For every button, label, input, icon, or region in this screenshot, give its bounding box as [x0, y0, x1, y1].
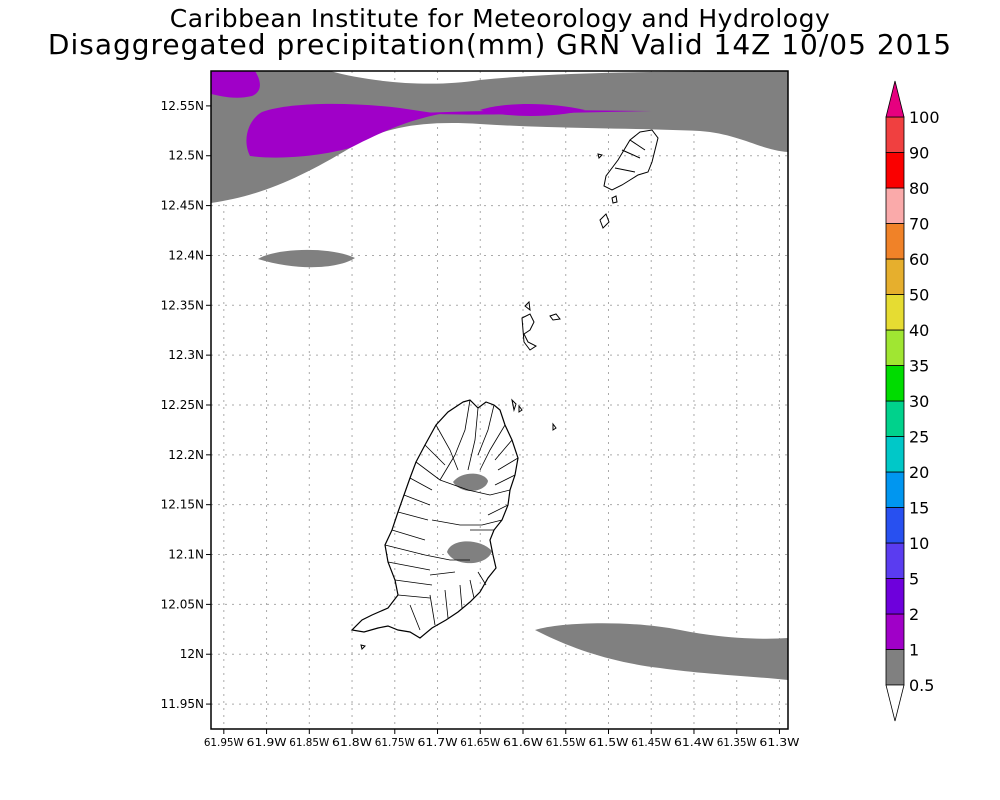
legend-label: 1: [909, 641, 919, 660]
precip-purple-west: [246, 103, 440, 158]
watershed-lines: [384, 399, 519, 631]
lat-label: 12.5N: [168, 149, 204, 163]
legend-label: 15: [909, 499, 929, 518]
legend-swatch: [885, 294, 905, 331]
precip-blob-inland-1: [453, 473, 488, 491]
islet-3: [549, 313, 561, 321]
lat-label: 12.35N: [161, 298, 204, 312]
lon-label: 61.8W: [332, 736, 372, 749]
lat-label: 12.2N: [168, 448, 204, 462]
islet-8: [360, 644, 366, 650]
legend-label: 70: [909, 215, 929, 234]
islet-2: [521, 313, 537, 351]
legend-swatch: [885, 436, 905, 473]
legend-swatch: [885, 471, 905, 508]
legend-label: 100: [909, 108, 940, 127]
lon-label: 61.85W: [289, 736, 329, 749]
legend-swatch: [885, 116, 905, 153]
islet-1: [611, 195, 618, 204]
islet-7: [552, 422, 557, 431]
carriacou: [603, 129, 659, 191]
legend-label: 20: [909, 463, 929, 482]
legend-swatch: [885, 507, 905, 544]
lat-label: 12.25N: [161, 398, 204, 412]
legend-label: 60: [909, 250, 929, 269]
legend-swatch: [885, 187, 905, 224]
lat-label: 12.45N: [161, 199, 204, 213]
lon-label: 61.6W: [503, 736, 543, 749]
islet-4: [524, 300, 531, 312]
lon-label: 61.5W: [588, 736, 628, 749]
precip-band-southeast: [535, 623, 788, 680]
legend-label: 35: [909, 357, 929, 376]
lon-label: 61.55W: [546, 736, 586, 749]
legend-label: 0.5: [909, 676, 934, 695]
precip-band-north: [211, 71, 788, 203]
lat-label: 12.05N: [161, 597, 204, 611]
islet-6: [518, 404, 523, 413]
lat-label: 12.4N: [168, 248, 204, 262]
lon-label: 61.65W: [460, 736, 500, 749]
map-grid: [211, 71, 788, 729]
legend-swatch: [885, 258, 905, 295]
precip-blob-west: [258, 249, 355, 268]
lon-label: 61.45W: [631, 736, 671, 749]
legend-label: 5: [909, 570, 919, 589]
lat-label: 11.95N: [161, 697, 204, 711]
legend-swatch: [885, 329, 905, 366]
lat-label: 12.15N: [161, 498, 204, 512]
lon-label: 61.95W: [204, 736, 244, 749]
petite-martinique: [599, 213, 610, 229]
islet-9: [597, 153, 603, 159]
product-title: Disaggregated precipitation(mm) GRN Vali…: [47, 28, 953, 61]
precip-blob-inland-2: [447, 541, 492, 564]
grenada-island: [350, 399, 519, 639]
latitude-labels: 12.55N 12.5N 12.45N 12.4N 12.35N 12.3N 12.25N 1…: [161, 99, 211, 711]
legend-label: 40: [909, 321, 929, 340]
longitude-labels: 61.95W 61.9W 61.85W 61.8W 61.75W 61.7W 61.65W 6…: [204, 729, 800, 749]
legend-label: 90: [909, 144, 929, 163]
legend-swatch: [885, 152, 905, 189]
legend-swatch: [885, 613, 905, 650]
legend-swatch: [885, 542, 905, 579]
legend-swatch: [885, 400, 905, 437]
lat-label: 12.1N: [168, 548, 204, 562]
legend-label: 50: [909, 286, 929, 305]
lon-label: 61.35W: [717, 736, 757, 749]
precip-purple-corner: [211, 71, 260, 98]
institute-title: Caribbean Institute for Meteorology and …: [169, 4, 831, 33]
lon-label: 61.75W: [375, 736, 415, 749]
lon-label: 61.4W: [674, 736, 714, 749]
legend-swatch: [885, 223, 905, 260]
lat-label: 12N: [180, 647, 204, 661]
grenada-coastline: [350, 399, 519, 639]
lon-label: 61.7W: [418, 736, 458, 749]
map-background: [211, 71, 788, 729]
legend-swatch: [885, 365, 905, 402]
lon-label: 61.9W: [247, 736, 287, 749]
lon-label: 61.3W: [759, 736, 799, 749]
legend-label: 10: [909, 534, 929, 553]
legend-over-triangle: [885, 80, 905, 118]
carriacou-islands: [360, 129, 659, 650]
map-frame: [210, 70, 789, 730]
lat-label: 12.55N: [161, 99, 204, 113]
legend-label: 80: [909, 179, 929, 198]
legend-label: 2: [909, 605, 919, 624]
legend-swatch: [885, 649, 905, 686]
legend-swatch: [885, 578, 905, 615]
islet-5: [511, 398, 517, 412]
legend-label: 25: [909, 428, 929, 447]
precip-purple-center: [480, 104, 585, 116]
lat-label: 12.3N: [168, 348, 204, 362]
map-panel: 12.55N 12.5N 12.45N 12.4N 12.35N 12.3N 12.25N 1…: [161, 70, 800, 749]
legend-label: 30: [909, 392, 929, 411]
legend-under-triangle: [885, 684, 905, 722]
